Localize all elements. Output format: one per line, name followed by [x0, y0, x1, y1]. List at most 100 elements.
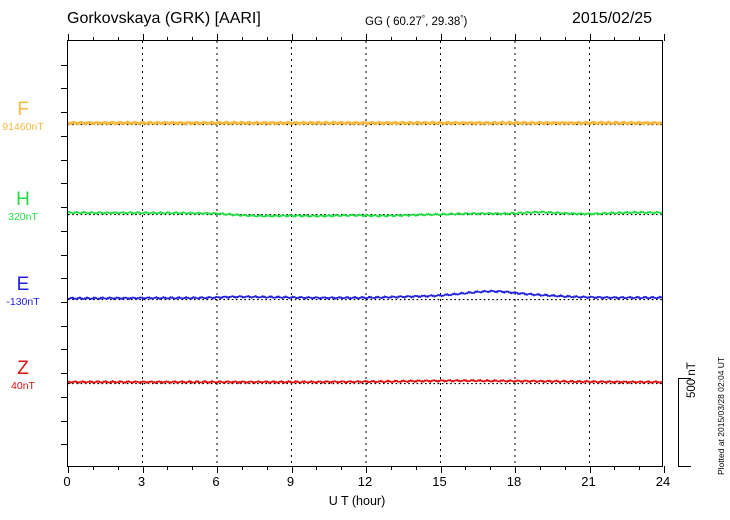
x-tick-label: 3: [137, 474, 146, 489]
x-axis-tick-bottom: [266, 466, 268, 470]
x-axis-title: U T (hour): [0, 494, 730, 508]
trace-curves: [68, 120, 662, 384]
x-axis-tick-bottom: [117, 466, 119, 470]
page-title: Gorkovskaya (GRK) [AARI]: [67, 10, 261, 27]
x-axis-tick-top: [241, 37, 243, 41]
component-label-z: Z 40nT: [0, 359, 58, 393]
y-axis-tick: [61, 207, 68, 208]
y-axis-tick: [61, 349, 68, 350]
x-axis-tick-top: [539, 37, 541, 41]
x-axis-tick-bottom: [68, 466, 69, 473]
y-axis-tick: [61, 278, 68, 279]
component-letter-z: Z: [17, 358, 29, 379]
y-axis-tick: [61, 112, 68, 113]
y-axis-tick: [61, 65, 68, 66]
x-axis-tick-top: [490, 37, 492, 41]
component-letter-e: E: [16, 274, 30, 295]
x-axis-tick-top: [589, 34, 591, 41]
scale-bar-cap-top: [678, 378, 691, 379]
coords-lat-prefix: GG ( 60.27: [365, 16, 422, 28]
component-label-f: F 91460nT: [0, 100, 58, 134]
observation-date: 2015/02/25: [572, 10, 653, 27]
x-axis-tick-bottom: [440, 466, 442, 473]
trace-baselines: [68, 124, 662, 385]
x-axis-tick-bottom: [664, 466, 665, 473]
x-axis-tick-top: [639, 37, 641, 41]
x-axis-tick-top: [564, 37, 566, 41]
x-axis-tick-top: [366, 34, 367, 41]
component-letter-h: H: [16, 189, 30, 210]
x-axis-tick-top: [515, 34, 516, 41]
component-value-z: 40nT: [11, 380, 35, 392]
y-axis-tick: [61, 397, 68, 398]
degree-symbol-lon: °: [460, 14, 464, 23]
y-axis-tick: [61, 373, 68, 374]
y-axis-tick: [61, 326, 68, 327]
x-axis-tick-bottom: [142, 466, 144, 473]
y-axis-tick: [61, 88, 68, 89]
x-tick-label: 9: [286, 474, 295, 489]
x-axis-tick-top: [217, 34, 218, 41]
y-axis-tick: [61, 231, 68, 232]
y-axis-tick: [61, 183, 68, 184]
trace-e: [68, 289, 662, 301]
x-axis-tick-bottom: [341, 466, 343, 470]
x-tick-label: 6: [212, 474, 220, 489]
scale-bar-label: 500 nT: [686, 362, 698, 398]
component-value-f: 91460nT: [2, 121, 44, 133]
component-label-e: E -130nT: [0, 275, 58, 309]
coords-lon-mid: , 29.38: [425, 16, 461, 28]
x-axis-tick-bottom: [316, 466, 318, 470]
x-axis-title-text: U T (hour): [328, 494, 386, 508]
plot-inner: [68, 41, 662, 466]
component-value-h: 320nT: [8, 211, 38, 223]
chart-canvas: [68, 41, 662, 466]
plot-area: [61, 34, 665, 473]
geographic-coordinates: GG ( 60.27°, 29.38°): [365, 14, 467, 28]
x-axis-tick-bottom: [291, 466, 293, 473]
x-tick-label: 21: [581, 474, 596, 489]
x-tick-label: 24: [655, 474, 671, 489]
x-axis-tick-top: [92, 37, 94, 41]
x-axis-tick-top: [390, 37, 392, 41]
trace-f: [68, 120, 662, 126]
scale-bar-stem: [678, 378, 679, 467]
x-tick-label: 18: [506, 474, 522, 489]
y-axis-tick: [61, 160, 68, 161]
x-axis-tick-top: [316, 37, 318, 41]
x-axis-tick-top: [142, 34, 144, 41]
x-axis-tick-top: [117, 37, 119, 41]
x-axis-tick-top: [415, 37, 417, 41]
y-axis-tick: [61, 136, 68, 137]
x-axis-tick-bottom: [192, 466, 194, 470]
x-axis-tick-top: [167, 37, 169, 41]
x-axis-tick-bottom: [564, 466, 566, 470]
y-axis-tick: [61, 255, 68, 256]
degree-symbol-lat: °: [421, 14, 426, 23]
x-axis-tick-top: [465, 37, 467, 41]
x-axis-tick-bottom: [539, 466, 541, 470]
coords-suffix: ): [463, 16, 468, 28]
x-axis-tick-top: [266, 37, 268, 41]
trace-z: [68, 378, 662, 384]
x-tick-label: 15: [432, 474, 447, 489]
x-axis-tick-top: [664, 34, 665, 41]
x-axis-tick-bottom: [415, 466, 417, 470]
x-axis-tick-top: [68, 34, 69, 41]
x-axis-tick-bottom: [217, 466, 218, 473]
x-axis-tick-bottom: [366, 466, 367, 473]
x-axis-tick-top: [341, 37, 343, 41]
x-axis-tick-bottom: [167, 466, 169, 470]
x-axis-tick-bottom: [614, 466, 616, 470]
component-letter-f: F: [17, 99, 29, 120]
y-axis-tick: [61, 444, 68, 445]
x-tick-label: 12: [357, 474, 373, 489]
x-axis-tick-bottom: [589, 466, 591, 473]
y-axis-tick: [61, 302, 68, 303]
plotted-at-timestamp: Plotted at 2015/03/28 02:04 UT: [716, 356, 726, 475]
trace-h: [68, 210, 662, 218]
x-axis-tick-bottom: [515, 466, 516, 473]
x-axis-tick-bottom: [639, 466, 641, 470]
component-value-e: -130nT: [6, 296, 40, 308]
